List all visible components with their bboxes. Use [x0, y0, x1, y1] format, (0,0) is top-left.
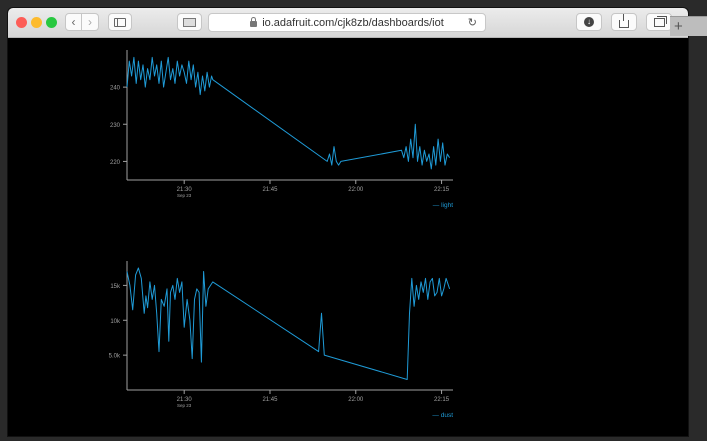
- legend-dust: — dust: [432, 412, 453, 419]
- chevron-left-icon: ‹: [71, 15, 76, 29]
- x-date-label: Sep 23: [177, 193, 192, 198]
- share-icon: [619, 13, 629, 28]
- sidebar-icon: [114, 17, 126, 27]
- legend-light: — light: [433, 202, 453, 209]
- x-tick-label: 22:15: [434, 187, 450, 193]
- x-tick-label: 22:00: [348, 187, 364, 193]
- series-line-light: [126, 56, 451, 170]
- x-date-label: Sep 23: [177, 403, 192, 408]
- tab-overview-button[interactable]: [177, 13, 202, 31]
- x-tick-label: 22:00: [348, 397, 364, 403]
- y-tick-label: 240: [110, 86, 121, 92]
- forward-button[interactable]: ›: [82, 13, 99, 31]
- dashboard-content: 220 230 240 21:30 Sep 23 21:45 22:00 22:15— lig…: [8, 38, 688, 436]
- x-tick-label: 21:30: [177, 397, 193, 403]
- x-tick-label: 22:15: [434, 397, 450, 403]
- x-tick-label: 21:30: [177, 187, 193, 193]
- share-button[interactable]: [611, 13, 637, 31]
- show-all-tabs-button[interactable]: [646, 13, 672, 31]
- x-tick-label: 21:45: [262, 397, 278, 403]
- new-tab-button[interactable]: +: [670, 16, 707, 36]
- series-line-dust: [126, 267, 451, 380]
- y-tick-label: 15k: [110, 284, 121, 290]
- chevron-right-icon: ›: [88, 15, 92, 29]
- downloads-button[interactable]: ↓: [576, 13, 602, 31]
- y-tick-label: 5.0k: [109, 354, 121, 360]
- url-text: io.adafruit.com/cjk8zb/dashboards/iot: [262, 16, 444, 29]
- back-button[interactable]: ‹: [65, 13, 82, 31]
- sidebar-toggle-button[interactable]: [108, 13, 132, 31]
- y-tick-label: 220: [110, 160, 121, 166]
- lock-icon: [250, 17, 258, 27]
- reload-icon[interactable]: ↻: [467, 17, 477, 29]
- browser-window: ‹ › io.adafruit.com/cjk8zb/dashboards/io…: [8, 8, 688, 436]
- y-tick-label: 10k: [110, 319, 121, 325]
- browser-toolbar: ‹ › io.adafruit.com/cjk8zb/dashboards/io…: [8, 8, 688, 38]
- tabs-icon: [653, 15, 667, 27]
- download-icon: ↓: [584, 17, 594, 27]
- y-tick-label: 230: [110, 123, 121, 129]
- maximize-window-button[interactable]: [46, 17, 57, 28]
- address-bar[interactable]: io.adafruit.com/cjk8zb/dashboards/iot ↻: [208, 13, 486, 32]
- close-window-button[interactable]: [16, 17, 27, 28]
- x-tick-label: 21:45: [262, 187, 278, 193]
- tabs-overview-icon: [183, 17, 196, 27]
- minimize-window-button[interactable]: [31, 17, 42, 28]
